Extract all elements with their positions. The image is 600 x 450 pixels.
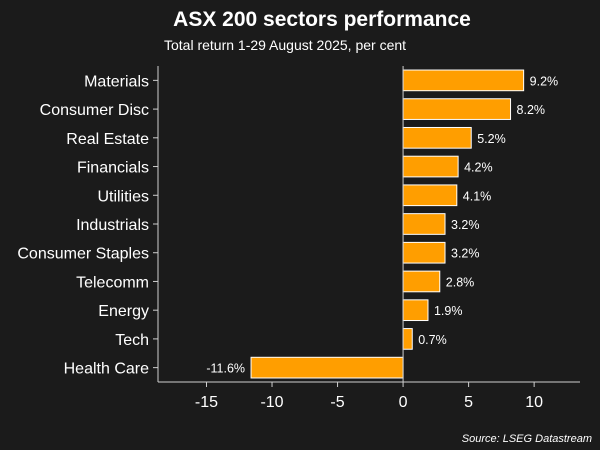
x-tick-label: -5	[330, 394, 344, 411]
bar	[402, 69, 525, 92]
plot-area: -15 -10 -5 0 5 10 Materials 9.2% Consumer Disc 8.…	[17, 66, 580, 411]
data-label: -11.6%	[206, 362, 245, 376]
bar	[402, 299, 429, 322]
data-label: 9.2%	[530, 74, 559, 88]
bar	[402, 184, 458, 207]
data-label: 3.2%	[451, 247, 480, 261]
chart-subtitle: Total return 1-29 August 2025, per cent	[164, 37, 406, 53]
x-tick-label: 10	[525, 394, 543, 411]
x-tick-label: 0	[399, 394, 408, 411]
x-tick-label: -15	[195, 394, 218, 411]
data-label: 3.2%	[451, 218, 480, 232]
category-label: Financials	[77, 160, 149, 177]
x-tick-label: -10	[260, 394, 283, 411]
category-label: Materials	[84, 73, 149, 90]
data-label: 4.1%	[463, 189, 492, 203]
bar	[402, 126, 472, 149]
data-label: 1.9%	[434, 304, 463, 318]
x-tick-label: 5	[464, 394, 473, 411]
bar	[402, 98, 512, 120]
bar	[402, 213, 446, 235]
data-label: 0.7%	[418, 333, 447, 347]
chart-title: ASX 200 sectors performance	[173, 8, 471, 31]
category-label: Tech	[115, 332, 149, 349]
bar	[402, 155, 459, 178]
data-label: 8.2%	[517, 103, 546, 117]
data-label: 5.2%	[477, 132, 506, 146]
bar	[402, 270, 441, 293]
category-label: Telecomm	[76, 274, 149, 291]
category-label: Consumer Staples	[17, 246, 149, 263]
category-label: Real Estate	[66, 131, 149, 148]
category-label: Consumer Disc	[40, 102, 149, 119]
category-label: Utilities	[97, 188, 149, 205]
data-label: 2.8%	[446, 275, 475, 289]
category-label: Energy	[98, 303, 149, 320]
data-label: 4.2%	[464, 161, 493, 175]
category-label: Health Care	[64, 361, 149, 378]
category-label: Industrials	[76, 217, 149, 234]
source-note: Source: LSEG Datastream	[462, 433, 592, 445]
bar	[402, 328, 413, 350]
bar	[250, 356, 404, 379]
bar	[402, 241, 446, 264]
